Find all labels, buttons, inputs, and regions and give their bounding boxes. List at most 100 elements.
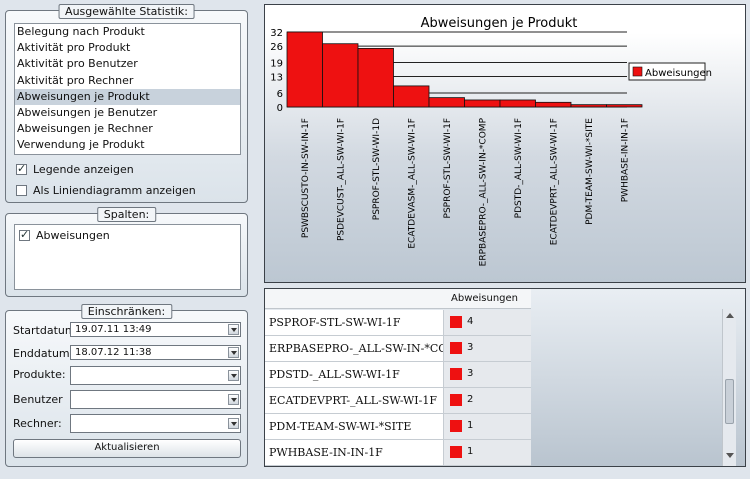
start-date-label: Startdatum: [13,324,80,337]
end-date-label: Enddatum: [13,347,74,360]
start-date-select[interactable]: 19.07.11 13:49 [70,322,241,337]
legend-checkbox-label: Legende anzeigen [33,163,134,176]
row-product-name: ECATDEVPRT-_ALL-SW-WI-1F [269,394,437,407]
value-swatch [450,368,462,380]
y-tick-label: 13 [270,73,283,84]
legend-label: Abweisungen [645,68,712,79]
x-tick-label: ECATDEVPRT-_ALL-SW-WI-1F [549,118,559,245]
value-swatch [450,316,462,328]
row-product-name: PWHBASE-IN-IN-1F [269,446,383,459]
statistics-list[interactable]: Belegung nach Produkt Aktivität pro Produ… [14,23,241,155]
y-tick-label: 32 [270,28,283,39]
chart-bar [428,97,465,108]
line-chart-checkbox-label: Als Liniendiagramm anzeigen [33,184,196,197]
row-value: 2 [467,394,474,405]
chart-bar [286,31,323,108]
chart-legend [628,62,706,81]
row-value: 1 [467,446,474,457]
chart-bar [464,99,501,108]
legend-checkbox[interactable] [16,162,27,175]
legend-checkbox-row[interactable]: Legende anzeigen [16,162,134,176]
products-select[interactable] [70,366,241,385]
chevron-down-icon[interactable] [228,324,239,335]
x-tick-label: PSDEVCUST-_ALL-SW-WI-1F [336,118,346,241]
row-value: 3 [467,342,474,353]
line-chart-checkbox-row[interactable]: Als Liniendiagramm anzeigen [16,184,196,197]
chart-panel: Abweisungen je Produkt 0 6 13 19 26 32 PSWBSCUS… [264,4,746,283]
hosts-label: Rechner: [13,417,62,430]
x-tick-label: PSPROF-STL-SW-WI-1F [443,118,453,218]
y-tick-label: 26 [270,42,283,53]
chart-bar [606,104,643,108]
row-value-cell: 2 [443,388,531,413]
table-row[interactable]: PSPROF-STL-SW-WI-1F 4 [265,310,531,336]
table-header: Abweisungen [265,289,531,309]
statistic-item[interactable]: Belegung nach Produkt [17,25,145,38]
x-tick-label: ECATDEVASM-_ALL-SW-WI-1F [407,118,417,249]
line-chart-checkbox[interactable] [16,185,27,196]
chart-bar [570,104,607,108]
x-tick-label: ERPBASEPRO-_ALL-SW-IN-*COMP [478,117,488,266]
column-checkbox[interactable] [19,228,30,241]
column-item-abweisungen[interactable]: Abweisungen [19,228,110,242]
x-tick-label: PDSTD-_ALL-SW-WI-1F [514,118,524,218]
statistic-item[interactable]: Abweisungen je Produkt [15,88,240,105]
table-row[interactable]: PWHBASE-IN-IN-1F 1 [265,440,531,466]
x-tick-label: PDM-TEAM-SW-WI-*SITE [585,118,595,225]
users-select[interactable] [70,390,241,409]
row-value: 4 [467,316,474,327]
row-product-name: PDSTD-_ALL-SW-WI-1F [269,368,400,381]
scroll-thumb[interactable] [725,379,734,424]
row-value-cell: 3 [443,362,531,387]
scroll-down-icon[interactable] [726,453,734,458]
chart-bar [499,99,536,108]
table-scrollbar[interactable] [722,309,736,466]
columns-list: Abweisungen [14,224,241,290]
end-date-select[interactable]: 18.07.12 11:38 [70,345,241,360]
products-label: Produkte: [13,368,66,381]
columns-group: Spalten: Abweisungen [5,207,248,297]
chevron-down-icon[interactable] [228,370,239,381]
y-tick-label: 6 [277,89,283,100]
statistic-item[interactable]: Aktivität pro Produkt [17,41,131,55]
legend-swatch [632,66,643,77]
statistic-item[interactable]: Abweisungen je Rechner [17,122,153,136]
row-value-cell: 3 [443,336,531,361]
statistics-group-title: Ausgewählte Statistik: [58,4,195,19]
column-header-abweisungen[interactable]: Abweisungen [451,293,519,304]
table-row[interactable]: ECATDEVPRT-_ALL-SW-WI-1F 2 [265,388,531,414]
refresh-button[interactable]: Aktualisieren [13,439,241,458]
value-swatch [450,342,462,354]
statistic-item[interactable]: Verwendung je Produkt [17,138,145,152]
data-table-panel: Abweisungen PSPROF-STL-SW-WI-1F 4 ERPBASEP… [264,288,746,467]
value-swatch [450,394,462,406]
bar-chart: Abweisungen je Produkt 0 6 13 19 26 32 PSWBSCUS… [270,16,712,266]
row-value: 1 [467,420,474,431]
chart-bar [357,48,394,108]
statistic-item[interactable]: Aktivität pro Rechner [17,73,134,87]
statistic-item[interactable]: Abweisungen je Benutzer [17,105,158,119]
scroll-up-icon[interactable] [726,313,734,318]
table-row[interactable]: ERPBASEPRO-_ALL-SW-IN-*COMP 3 [265,336,531,362]
row-value-cell: 1 [443,440,531,465]
chart-bar [322,43,359,108]
chevron-down-icon[interactable] [228,394,239,405]
y-tick-label: 0 [277,103,283,114]
chevron-down-icon[interactable] [228,347,239,358]
users-label: Benutzer [13,393,63,406]
hosts-select[interactable] [70,414,241,433]
value-swatch [450,420,462,432]
row-product-name: ERPBASEPRO-_ALL-SW-IN-*COMP [269,342,466,355]
row-value-cell: 1 [443,414,531,439]
chart-bar [393,85,430,108]
statistic-item[interactable]: Aktivität pro Benutzer [17,57,138,71]
row-product-name: PDM-TEAM-SW-WI-*SITE [269,420,412,433]
chart-bar [535,101,572,108]
chevron-down-icon[interactable] [228,418,239,429]
end-date-value: 18.07.12 11:38 [75,347,152,358]
row-value-cell: 4 [443,310,531,335]
statistics-group: Ausgewählte Statistik: Belegung nach Pro… [5,4,248,203]
start-date-value: 19.07.11 13:49 [75,324,152,335]
table-row[interactable]: PDSTD-_ALL-SW-WI-1F 3 [265,362,531,388]
table-row[interactable]: PDM-TEAM-SW-WI-*SITE 1 [265,414,531,440]
